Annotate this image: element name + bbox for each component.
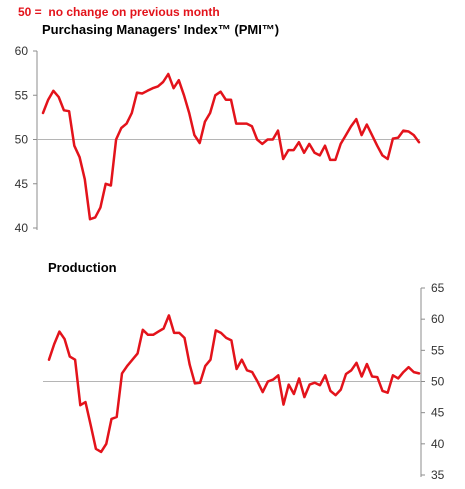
- pmi-series-line: [41, 72, 421, 221]
- production-y-tick-label: 65: [431, 281, 445, 295]
- chart-note: 50 = no change on previous month: [18, 5, 220, 19]
- production-y-tick-label: 50: [431, 375, 445, 389]
- pmi-chart-title: Purchasing Managers' Index™ (PMI™): [42, 22, 280, 37]
- production-y-tick-label: 45: [431, 406, 445, 420]
- production-y-tick-label: 35: [431, 468, 445, 482]
- pmi-y-tick-label: 60: [15, 44, 29, 58]
- pmi-y-tick-label: 40: [15, 221, 29, 235]
- pmi-y-tick-label: 55: [15, 88, 29, 102]
- pmi-y-tick-label: 50: [15, 133, 29, 147]
- production-y-tick-label: 60: [431, 312, 445, 326]
- production-series-line: [47, 314, 421, 454]
- production-y-tick-label: 55: [431, 343, 445, 357]
- pmi-y-tick-label: 45: [15, 177, 29, 191]
- production-y-tick-label: 40: [431, 437, 445, 451]
- production-chart-title: Production: [48, 260, 117, 275]
